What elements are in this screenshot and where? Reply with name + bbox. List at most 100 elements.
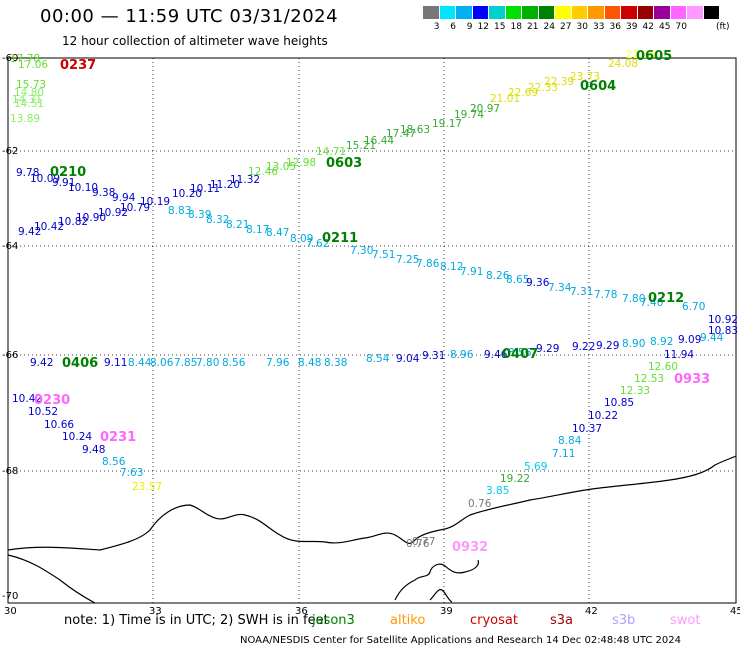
legend-label: 45 [659, 22, 671, 32]
wave-height-value: 8.09 [290, 233, 313, 245]
note-text: note: 1) Time is in UTC; 2) SWH is in fe… [64, 613, 329, 628]
wave-height-value: 10.92 [708, 314, 738, 326]
wave-height-value: 12.98 [286, 157, 316, 169]
pass-label: 0210 [50, 165, 86, 180]
pass-label: 0406 [62, 356, 98, 371]
pass-label: 0212 [648, 291, 684, 306]
pass-label: 0211 [322, 231, 358, 246]
legend-swatch [505, 6, 522, 19]
satellite-altiko: altiko [390, 613, 426, 628]
legend-swatch [423, 6, 440, 19]
wave-height-value: 9.38 [92, 187, 115, 199]
page-subtitle: 12 hour collection of altimeter wave hei… [62, 34, 328, 48]
pass-label: 0407 [502, 347, 538, 362]
wave-height-value: 10.19 [140, 196, 170, 208]
legend-swatch [522, 6, 539, 19]
wave-height-value: 8.56 [222, 357, 246, 369]
wave-height-value: 9.29 [596, 340, 619, 352]
wave-height-value: 10.22 [588, 410, 618, 422]
wave-height-value: 18.63 [400, 124, 430, 136]
wave-height-value: 7.86 [416, 258, 440, 270]
wave-height-value: 14.71 [316, 146, 346, 158]
legend-swatch [687, 6, 704, 19]
legend-label: 36 [609, 22, 621, 32]
wave-height-value: 17.47 [386, 128, 416, 140]
wave-height-value: 0.76 [468, 498, 492, 510]
wave-height-value: 12.53 [634, 373, 664, 385]
satellite-swot: swot [670, 613, 701, 628]
page-title: 00:00 — 11:59 UTC 03/31/2024 [40, 6, 339, 27]
wave-height-value: 7.85 [174, 357, 197, 369]
color-scale-legend [423, 6, 720, 19]
wave-height-value: 8.48 [298, 357, 321, 369]
wave-height-value: 8.12 [440, 261, 463, 273]
wave-height-value: 9.29 [536, 343, 559, 355]
wave-height-value: 23.57 [132, 481, 162, 493]
wave-height-value: 7.25 [396, 254, 419, 266]
wave-height-value: 8.38 [324, 357, 347, 369]
wave-height-value: 12.46 [248, 166, 278, 178]
wave-height-value: 9.36 [526, 277, 550, 289]
wave-height-value: 6.70 [682, 301, 705, 313]
wave-height-value: 7.11 [552, 448, 575, 460]
wave-height-value: 13.05 [266, 161, 296, 173]
pass-label: 0603 [326, 156, 362, 171]
wave-height-value: 7.78 [594, 289, 617, 301]
wave-height-value: 19.17 [432, 118, 462, 130]
wave-height-value: 9.04 [396, 353, 420, 365]
wave-height-value: 10.79 [120, 202, 150, 214]
wave-height-value: 7.31 [570, 286, 593, 298]
legend-label: 3 [433, 22, 440, 32]
wave-height-value: 10.85 [604, 397, 634, 409]
wave-height-value: 9.31 [422, 350, 445, 362]
legend-swatch [456, 6, 473, 19]
wave-height-value: 15.73 [16, 79, 46, 91]
wave-height-value: 7.80 [622, 293, 645, 305]
lon-label: 39 [440, 606, 453, 617]
wave-height-value: 22.39 [544, 76, 574, 88]
wave-height-value: 10.92 [98, 207, 128, 219]
legend-swatch [670, 6, 687, 19]
wave-height-value: 9.94 [112, 192, 136, 204]
legend-swatch [588, 6, 605, 19]
wave-height-value: 8.47 [266, 227, 289, 239]
wave-height-value: 7.91 [460, 266, 483, 278]
wave-height-value: 10.24 [62, 431, 92, 443]
wave-height-value: 19.22 [500, 473, 530, 485]
wave-height-value: 7.62 [306, 238, 329, 250]
coastline-inlet [429, 589, 453, 603]
wave-height-value: 7.34 [548, 282, 572, 294]
pass-label: 0237 [60, 58, 96, 73]
wave-height-value: 9.91 [52, 177, 75, 189]
wave-height-value: 9.78 [16, 167, 39, 179]
pass-label: 0932 [452, 540, 488, 555]
pass-label: 0231 [100, 430, 136, 445]
pass-labels: 0237 0605 0604 0603 0210 0211 0212 0406 0407 0230… [34, 49, 710, 555]
wave-height-value: 19.74 [454, 109, 484, 121]
wave-height-value: 21.35 [626, 49, 656, 61]
wave-height-value: 12.33 [620, 385, 650, 397]
wave-height-value: 16.44 [364, 135, 394, 147]
wave-height-value: 8.90 [622, 338, 645, 350]
wave-height-value: 20.97 [470, 103, 500, 115]
lat-label: -70 [2, 591, 18, 602]
wave-height-value: 10.52 [28, 406, 58, 418]
satellite-s3a: s3a [550, 613, 574, 628]
wave-height-value: 10.42 [12, 393, 42, 405]
wave-height-value: 17.06 [18, 59, 48, 71]
lon-label: 36 [295, 606, 308, 617]
legend-swatch [489, 6, 506, 19]
map-grid: -60 -62 -64 -66 -68 -70 30 33 36 39 42 45 [2, 53, 740, 617]
legend-swatch [472, 6, 489, 19]
legend-swatch [555, 6, 572, 19]
legend-swatch [703, 6, 720, 19]
wave-height-value: 8.96 [450, 349, 474, 361]
wave-height-value: 0.77 [412, 536, 435, 548]
color-scale-unit: (ft) [716, 22, 730, 32]
lon-label: 33 [149, 606, 162, 617]
legend-swatch [571, 6, 588, 19]
wave-height-value: 9.44 [700, 332, 724, 344]
wave-height-value: 9.11 [104, 357, 127, 369]
wave-height-value: 8.39 [188, 209, 211, 221]
wave-height-value: 14.80 [14, 87, 44, 99]
